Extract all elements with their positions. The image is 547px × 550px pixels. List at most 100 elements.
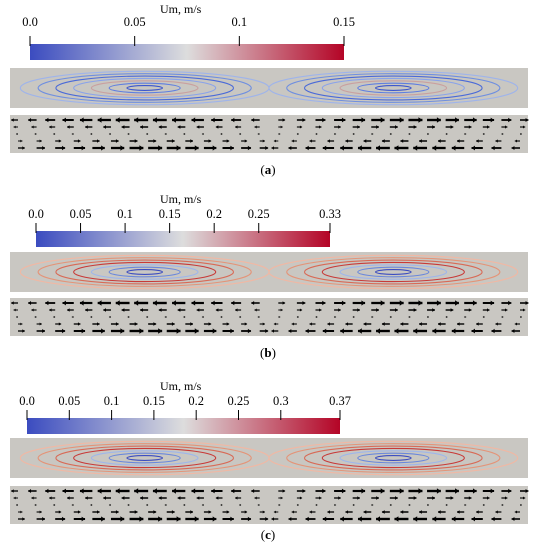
velocity-arrowhead bbox=[514, 139, 517, 143]
velocity-arrowhead bbox=[81, 516, 86, 522]
velocity-arrowhead bbox=[190, 139, 193, 143]
velocity-arrowhead bbox=[183, 315, 185, 319]
streamline bbox=[108, 82, 181, 94]
velocity-arrowhead bbox=[399, 300, 404, 306]
velocity-arrowhead bbox=[231, 300, 235, 306]
velocity-arrowhead bbox=[400, 510, 404, 514]
velocity-arrowhead bbox=[176, 516, 181, 522]
velocity-arrowhead bbox=[120, 328, 125, 334]
velocity-arrowhead bbox=[472, 117, 477, 123]
velocity-arrowhead bbox=[251, 118, 255, 122]
velocity-arrowhead bbox=[215, 125, 219, 129]
velocity-arrowhead bbox=[282, 118, 286, 122]
velocity-arrowhead bbox=[42, 146, 45, 150]
velocity-arrowhead bbox=[172, 117, 176, 123]
velocity-arrowhead bbox=[353, 132, 355, 136]
panel-c: Um, m/s 0.0 0.05 0.1 0.15 0.2 0.25 0.3 0.37 (c) bbox=[0, 370, 547, 550]
velocity-arrowhead bbox=[376, 145, 380, 151]
velocity-arrowhead bbox=[134, 139, 138, 143]
velocity-arrowhead bbox=[215, 308, 219, 312]
velocity-arrowhead bbox=[231, 117, 235, 123]
velocity-arrowhead bbox=[212, 516, 217, 522]
velocity-arrowhead bbox=[153, 139, 157, 143]
velocity-arrowhead bbox=[67, 496, 70, 500]
velocity-arrowhead bbox=[490, 488, 495, 494]
velocity-arrowhead bbox=[450, 125, 454, 129]
velocity-arrowhead bbox=[340, 328, 344, 334]
streamline bbox=[321, 77, 465, 99]
velocity-arrowhead bbox=[413, 496, 417, 500]
velocity-arrowhead bbox=[139, 145, 144, 151]
velocity-arrowhead bbox=[61, 516, 66, 522]
velocity-arrowhead bbox=[20, 322, 23, 326]
velocity-arrowhead bbox=[134, 300, 139, 306]
velocity-arrowhead bbox=[395, 496, 398, 500]
velocity-arrowhead bbox=[491, 328, 495, 334]
velocity-arrowhead bbox=[297, 503, 299, 507]
velocity-arrowhead bbox=[177, 125, 181, 129]
velocity-arrowhead bbox=[77, 139, 81, 143]
velocity-arrowhead bbox=[322, 516, 327, 522]
velocity-arrowhead bbox=[363, 139, 367, 143]
velocity-arrowhead bbox=[257, 315, 260, 319]
velocity-arrowhead bbox=[13, 496, 16, 500]
caption-c-letter: c bbox=[265, 527, 271, 542]
velocity-arrowhead bbox=[520, 132, 522, 136]
velocity-arrowhead bbox=[357, 328, 362, 334]
velocity-arrowhead bbox=[427, 315, 430, 319]
velocity-arrowhead bbox=[437, 510, 441, 514]
velocity-arrowhead bbox=[361, 300, 366, 306]
velocity-arrowhead bbox=[315, 132, 318, 136]
velocity-arrowhead bbox=[363, 510, 367, 514]
velocity-arrowhead bbox=[61, 328, 66, 334]
velocity-arrowhead bbox=[39, 322, 42, 326]
velocity-arrowhead bbox=[427, 503, 430, 507]
velocity-arrowhead bbox=[302, 489, 306, 493]
velocity-arrowhead bbox=[97, 300, 102, 306]
velocity-arrowhead bbox=[212, 145, 217, 151]
velocity-arrowhead bbox=[79, 300, 84, 306]
velocity-arrowhead bbox=[353, 315, 355, 319]
velocity-arrowhead bbox=[457, 139, 460, 143]
velocity-arrowhead bbox=[158, 145, 163, 151]
colorbar-title-a: Um, m/s bbox=[160, 2, 202, 16]
velocity-arrowhead bbox=[291, 322, 294, 326]
streamline bbox=[268, 440, 519, 476]
velocity-arrowhead bbox=[322, 488, 326, 494]
velocity-arrowhead bbox=[134, 510, 138, 514]
velocity-arrowhead bbox=[363, 322, 367, 326]
velocity-arrowhead bbox=[28, 301, 32, 305]
velocity-arrowhead bbox=[501, 503, 504, 507]
velocity-arrowhead bbox=[309, 139, 312, 143]
velocity-arrowhead bbox=[254, 125, 257, 129]
velocity-arrowhead bbox=[446, 315, 448, 319]
velocity-arrowhead bbox=[273, 139, 276, 143]
velocity-arrowhead bbox=[450, 496, 454, 500]
colorbar-tick-label: 0.15 bbox=[333, 15, 355, 29]
velocity-arrowhead bbox=[16, 132, 18, 136]
velocity-arrowhead bbox=[471, 145, 475, 151]
velocity-arrowhead bbox=[291, 510, 294, 514]
velocity-arrowhead bbox=[115, 322, 119, 326]
colorbar-tick-label: 0.1 bbox=[103, 394, 120, 408]
velocity-arrowhead bbox=[230, 328, 234, 334]
velocity-arrowhead bbox=[525, 118, 529, 122]
velocity-arrowhead bbox=[153, 510, 157, 514]
streamline bbox=[126, 85, 163, 91]
velocity-arrowhead bbox=[45, 117, 49, 123]
velocity-arrowhead bbox=[140, 496, 143, 500]
figure-c bbox=[10, 410, 529, 524]
velocity-arrowhead bbox=[381, 139, 385, 143]
velocity-arrowhead bbox=[376, 308, 379, 312]
velocity-arrowhead bbox=[247, 328, 252, 334]
velocity-arrowhead bbox=[11, 118, 14, 122]
velocity-arrowhead bbox=[483, 132, 485, 136]
velocity-arrowhead bbox=[230, 516, 234, 522]
velocity-arrowhead bbox=[146, 132, 148, 136]
velocity-arrowhead bbox=[42, 329, 45, 333]
velocity-arrowhead bbox=[164, 503, 167, 507]
velocity-arrowhead bbox=[226, 510, 230, 514]
colorbar-tick-label: 0.15 bbox=[158, 207, 181, 221]
velocity-arrowhead bbox=[262, 322, 265, 326]
velocity-arrowhead bbox=[196, 308, 200, 312]
